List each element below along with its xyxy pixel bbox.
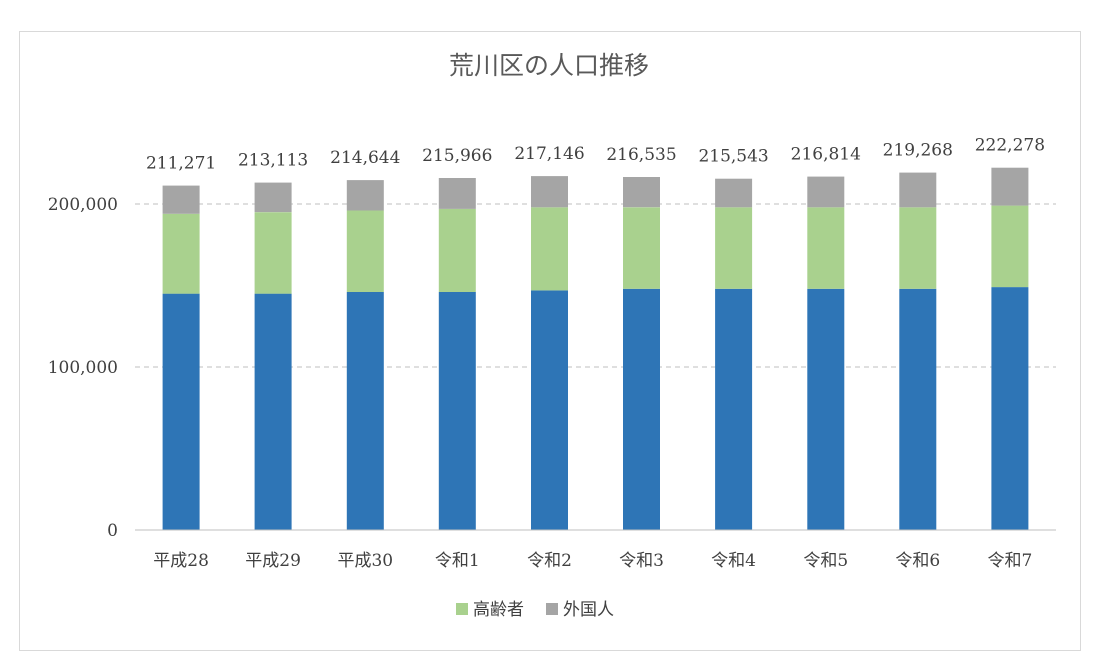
bar-segment-0 [623, 288, 660, 530]
x-tick-label: 令和2 [527, 551, 572, 571]
x-axis: 平成28 平成29 平成30 令和1 令和2 令和3 令和4 令和5 令和6 令和7 [135, 529, 1056, 571]
bar-segment-0 [899, 288, 937, 530]
total-label: 216,535 [606, 145, 676, 165]
bar-segment-0 [531, 290, 568, 530]
x-tick-label: 令和5 [803, 551, 848, 571]
legend: 高齢者 外国人 [456, 600, 614, 620]
x-tick-label: 令和1 [435, 551, 480, 571]
y-axis: 0 100,000 200,000 [48, 195, 118, 541]
y-tick-label: 0 [107, 521, 118, 541]
bar-segment-1 [715, 207, 753, 289]
bar-segment-2 [715, 178, 753, 208]
total-label: 216,814 [791, 145, 861, 165]
bar-segment-1 [346, 210, 384, 292]
data-labels-group: 211,271 213,113 214,644 215,966 217,146 216,5… [146, 136, 1045, 174]
x-tick-label: 平成30 [337, 551, 393, 571]
bar-segment-2 [254, 182, 292, 213]
bar-segment-0 [254, 293, 292, 530]
bar-segment-2 [438, 178, 476, 209]
bar-segment-0 [162, 293, 200, 530]
bar-segment-1 [991, 205, 1029, 288]
total-label: 217,146 [514, 144, 584, 164]
x-tick-label: 平成28 [153, 551, 209, 571]
legend-label: 高齢者 [473, 600, 524, 620]
total-label: 215,966 [422, 146, 492, 166]
total-label: 213,113 [238, 151, 308, 171]
bar-segment-0 [715, 288, 753, 530]
bar-segment-1 [438, 208, 476, 292]
bar-segment-2 [899, 172, 937, 208]
bar-segment-1 [899, 207, 937, 289]
bar-segment-1 [531, 207, 568, 291]
total-label: 211,271 [146, 154, 216, 174]
bar-segment-1 [162, 213, 200, 294]
total-label: 214,644 [330, 148, 400, 168]
x-tick-label: 令和4 [711, 551, 756, 571]
bar-segment-2 [623, 177, 660, 208]
y-tick-label: 200,000 [48, 195, 118, 215]
chart-title: 荒川区の人口推移 [449, 51, 649, 80]
x-tick-label: 令和6 [895, 551, 940, 571]
x-tick-label: 令和3 [619, 551, 664, 571]
y-tick-label: 100,000 [48, 358, 118, 378]
bar-segment-2 [346, 180, 384, 211]
total-label: 215,543 [698, 147, 768, 167]
total-label: 222,278 [975, 136, 1045, 156]
bar-segment-0 [346, 292, 384, 530]
x-tick-label: 令和7 [987, 551, 1032, 571]
bar-segment-2 [991, 167, 1029, 206]
bar-segment-1 [254, 212, 292, 294]
total-label: 219,268 [883, 141, 953, 161]
bar-segment-0 [991, 287, 1029, 530]
bar-segment-1 [623, 207, 660, 289]
bar-segment-1 [807, 207, 845, 289]
bar-segment-0 [438, 292, 476, 530]
bar-segment-2 [531, 176, 568, 208]
bar-segment-2 [162, 185, 200, 214]
bar-segment-2 [807, 176, 845, 208]
bar-segment-0 [807, 288, 845, 530]
legend-swatch [546, 603, 558, 615]
legend-label: 外国人 [563, 600, 614, 620]
bars-group [162, 167, 1029, 530]
x-tick-label: 平成29 [245, 551, 301, 571]
legend-swatch [456, 603, 468, 615]
